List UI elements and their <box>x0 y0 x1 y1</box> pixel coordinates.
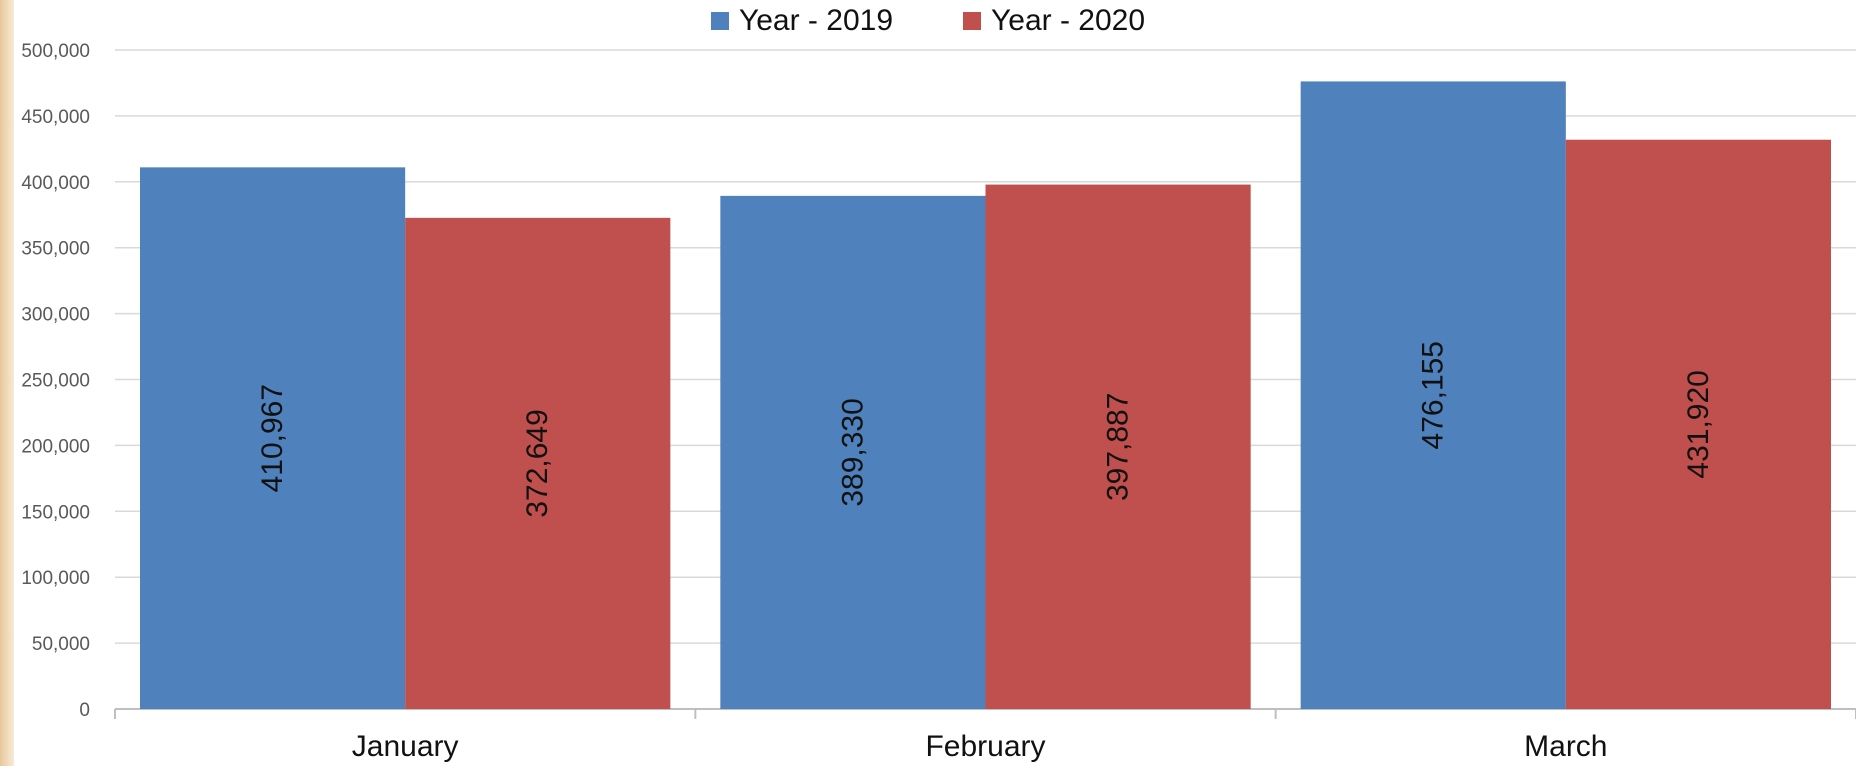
y-tick-label: 150,000 <box>21 502 90 523</box>
legend-item-2019: Year - 2019 <box>710 4 893 38</box>
y-tick-label: 500,000 <box>21 41 90 62</box>
bar-value-label: 372,649 <box>521 409 554 517</box>
x-tick-label: March <box>1524 730 1607 763</box>
x-tick-label: February <box>925 730 1045 763</box>
bar-value-label: 431,920 <box>1682 370 1715 478</box>
x-tick-label: January <box>352 730 459 763</box>
legend-label-2019: Year - 2019 <box>738 4 893 37</box>
bar-value-label: 410,967 <box>256 384 289 492</box>
bar-value-label: 389,330 <box>836 398 869 506</box>
legend-item-2020: Year - 2020 <box>963 4 1145 38</box>
bar <box>720 195 986 710</box>
bar <box>140 167 406 710</box>
y-tick-label: 100,000 <box>21 568 90 589</box>
legend-swatch-2019 <box>710 12 729 30</box>
y-tick-label: 200,000 <box>21 436 90 457</box>
background-edge-texture <box>0 0 14 766</box>
y-tick-label: 250,000 <box>21 371 90 392</box>
legend-swatch-2020 <box>963 12 981 30</box>
y-tick-label: 350,000 <box>21 239 90 260</box>
chart-legend: Year - 2019 Year - 2020 <box>0 4 1856 38</box>
bar <box>1565 139 1831 710</box>
bar <box>1300 81 1566 709</box>
y-tick-label: 400,000 <box>21 173 90 194</box>
bar-value-label: 397,887 <box>1102 393 1135 501</box>
y-tick-label: 300,000 <box>21 305 90 326</box>
bar-value-label: 476,155 <box>1417 341 1450 449</box>
bar <box>405 217 671 709</box>
y-tick-label: 450,000 <box>21 107 90 128</box>
y-tick-label: 0 <box>79 700 90 721</box>
y-tick-label: 50,000 <box>32 634 90 655</box>
bar <box>985 184 1251 709</box>
legend-label-2020: Year - 2020 <box>991 4 1146 37</box>
